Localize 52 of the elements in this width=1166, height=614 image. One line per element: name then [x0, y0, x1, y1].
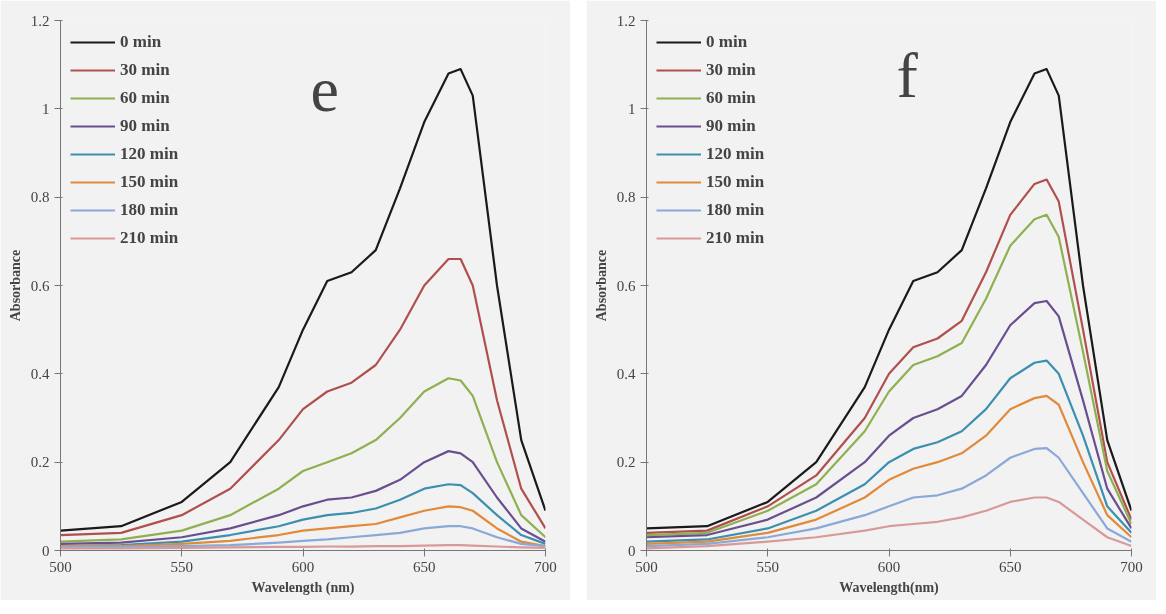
legend-label: 180 min: [120, 199, 179, 221]
x-tick-label: 600: [877, 558, 901, 575]
y-tick-label: 0.4: [616, 365, 636, 382]
x-tick-label: 650: [413, 558, 436, 575]
legend-label: 30 min: [120, 59, 170, 81]
y-tick-label: 1: [42, 100, 50, 117]
legend-label: 0 min: [706, 31, 748, 53]
legend-label: 90 min: [120, 115, 170, 137]
legend-label: 90 min: [706, 115, 756, 137]
line-series: [60, 257, 546, 537]
legend-label: 210 min: [706, 227, 765, 249]
legend-label: 60 min: [706, 87, 756, 109]
x-tick-label: 550: [756, 558, 779, 575]
legend-label: 210 min: [120, 227, 179, 249]
legend-label: 60 min: [120, 87, 170, 109]
x-axis-title: Wavelength (nm): [251, 579, 355, 596]
y-tick-label: 1: [628, 100, 636, 117]
y-tick-label: 0.6: [616, 277, 636, 294]
y-tick-label: 1.2: [30, 12, 50, 29]
y-axis-title: Absorbance: [7, 249, 23, 322]
y-tick-label: 0: [42, 542, 50, 559]
line-series: [646, 359, 1132, 543]
y-tick-label: 0.8: [30, 189, 50, 206]
x-axis-title: Wavelength(nm): [839, 579, 940, 596]
x-tick-label: 700: [534, 558, 557, 575]
x-tick-label: 500: [635, 558, 658, 575]
x-tick-label: 500: [49, 558, 72, 575]
annotation: e: [310, 53, 339, 125]
legend-label: 150 min: [120, 171, 179, 193]
x-tick-label: 600: [291, 558, 315, 575]
y-tick-label: 0.4: [30, 365, 50, 382]
y-tick-label: 0.6: [30, 277, 50, 294]
y-tick-label: 1.2: [616, 12, 636, 29]
x-tick-label: 650: [999, 558, 1022, 575]
legend-label: 30 min: [706, 59, 756, 81]
line-series: [60, 377, 546, 543]
line-series: [646, 299, 1132, 539]
y-tick-label: 0.2: [616, 454, 636, 471]
legend-label: 120 min: [120, 143, 179, 165]
y-tick-label: 0.2: [30, 454, 50, 471]
legend-label: 180 min: [706, 199, 765, 221]
y-axis-title: Absorbance: [593, 249, 609, 322]
y-tick-label: 0: [628, 542, 636, 559]
annotation: f: [896, 39, 919, 111]
line-series: [60, 450, 546, 545]
x-tick-label: 550: [170, 558, 193, 575]
x-tick-label: 700: [1120, 558, 1143, 575]
y-tick-label: 0.8: [616, 189, 636, 206]
legend-label: 120 min: [706, 143, 765, 165]
legend-label: 0 min: [120, 31, 162, 53]
line-series: [646, 394, 1132, 545]
legend-label: 150 min: [706, 171, 765, 193]
